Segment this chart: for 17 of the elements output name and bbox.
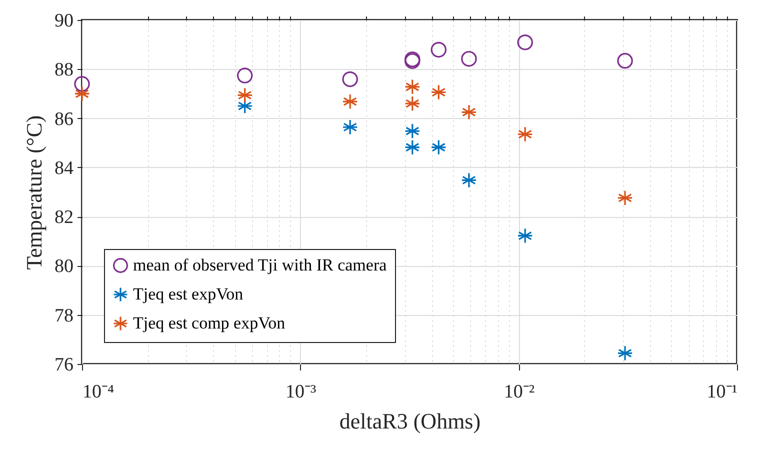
x-axis-title: deltaR3 (Ohms) — [339, 408, 481, 434]
y-tick-label: 88 — [54, 60, 74, 81]
y-tick-label: 82 — [54, 207, 74, 228]
x-tick-label: 10⁻¹ — [706, 382, 738, 402]
legend-label: Tjeq est comp expVon — [133, 314, 286, 332]
y-tick-label: 76 — [54, 354, 74, 376]
legend-label: Tjeq est expVon — [133, 284, 244, 304]
y-tick-label: 80 — [54, 256, 74, 278]
x-tick-label: 10⁻³ — [285, 382, 316, 402]
y-tick-label: 84 — [54, 158, 74, 179]
y-tick-label: 86 — [54, 108, 74, 130]
y-tick-label: 90 — [54, 10, 74, 32]
legend-label: mean of observed Tji with IR camera — [133, 256, 388, 274]
y-tick-label: 78 — [54, 305, 74, 326]
x-tick-label: 10⁻⁴ — [82, 382, 114, 402]
y-axis-title: Temperature (°C) — [22, 115, 46, 270]
x-tick-label: 10⁻² — [504, 382, 535, 402]
